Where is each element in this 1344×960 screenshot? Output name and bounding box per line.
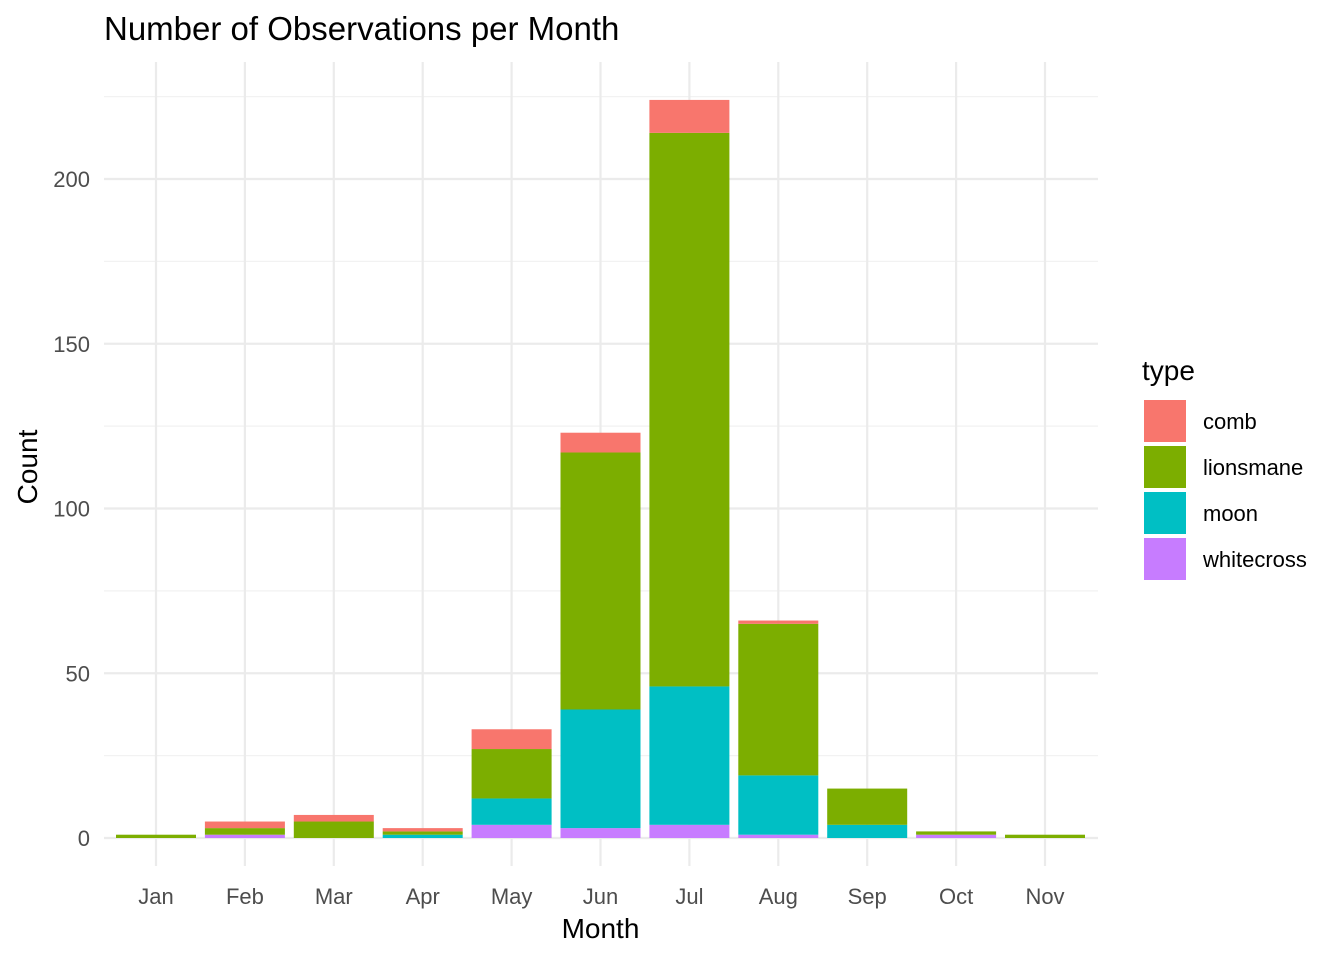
bar-segment-comb-mar	[293, 814, 374, 822]
bar-segment-lionsmane-nov	[1005, 834, 1085, 838]
legend-label-lionsmane: lionsmane	[1203, 455, 1303, 480]
legend-swatch-comb	[1144, 400, 1186, 442]
bar-segment-whitecross-jul	[649, 824, 730, 838]
bar-segment-comb-jun	[560, 432, 641, 453]
x-axis-ticks: Jan Feb Mar Apr May Jun Jul Aug Sep Oct Nov	[138, 884, 1064, 909]
bar-segment-whitecross-may	[471, 824, 552, 838]
x-tick-label: Jul	[675, 884, 703, 909]
y-tick-label: 150	[53, 332, 90, 357]
bar-segment-comb-apr	[382, 828, 463, 832]
bar-segment-moon-jun	[560, 709, 641, 829]
y-axis-title: Count	[12, 429, 43, 504]
bar-segment-moon-apr	[382, 834, 463, 838]
bar-segment-lionsmane-apr	[382, 831, 463, 835]
x-tick-label: Apr	[406, 884, 440, 909]
legend-swatch-whitecross	[1144, 538, 1186, 580]
y-tick-label: 0	[78, 826, 90, 851]
x-tick-label: Mar	[315, 884, 353, 909]
bar-segment-comb-jul	[649, 99, 730, 133]
bar-segment-moon-may	[471, 798, 552, 825]
x-tick-label: Jun	[583, 884, 618, 909]
bar-segment-comb-feb	[204, 821, 285, 829]
chart-title: Number of Observations per Month	[104, 10, 619, 47]
bar-segment-comb-may	[471, 729, 552, 750]
bar-segment-moon-jul	[649, 686, 730, 825]
bars	[116, 99, 1085, 838]
bar-segment-whitecross-jun	[560, 828, 641, 838]
bar-segment-lionsmane-jun	[560, 452, 641, 710]
legend-title: type	[1142, 355, 1195, 386]
x-tick-label: Oct	[939, 884, 973, 909]
legend-swatch-moon	[1144, 492, 1186, 534]
legend-label-comb: comb	[1203, 409, 1257, 434]
bar-segment-lionsmane-jul	[649, 132, 730, 687]
x-tick-label: Aug	[759, 884, 798, 909]
bar-segment-lionsmane-mar	[293, 821, 374, 838]
bar-segment-lionsmane-sep	[827, 788, 908, 825]
x-tick-label: Jan	[138, 884, 173, 909]
bar-segment-whitecross-feb	[204, 834, 285, 838]
x-tick-label: Nov	[1025, 884, 1064, 909]
bar-segment-lionsmane-aug	[738, 623, 819, 776]
y-tick-label: 100	[53, 497, 90, 522]
y-tick-label: 200	[53, 167, 90, 192]
legend: type comb lionsmane moon whitecross	[1142, 355, 1307, 580]
legend-label-moon: moon	[1203, 501, 1258, 526]
x-tick-label: May	[491, 884, 533, 909]
x-tick-label: Feb	[226, 884, 264, 909]
bar-segment-lionsmane-may	[471, 749, 552, 799]
bar-segment-lionsmane-feb	[204, 828, 285, 835]
bar-segment-whitecross-aug	[738, 834, 819, 838]
bar-segment-lionsmane-oct	[916, 831, 997, 835]
y-tick-label: 50	[66, 661, 90, 686]
bar-segment-lionsmane-jan	[116, 834, 196, 838]
legend-swatch-lionsmane	[1144, 446, 1186, 488]
x-tick-label: Sep	[848, 884, 887, 909]
bar-segment-moon-sep	[827, 824, 908, 838]
legend-label-whitecross: whitecross	[1202, 547, 1307, 572]
x-axis-title: Month	[562, 913, 640, 944]
y-axis-ticks: 0 50 100 150 200	[53, 167, 90, 851]
bar-segment-whitecross-oct	[916, 834, 997, 838]
bar-segment-moon-aug	[738, 775, 819, 835]
bar-segment-comb-aug	[738, 620, 819, 624]
